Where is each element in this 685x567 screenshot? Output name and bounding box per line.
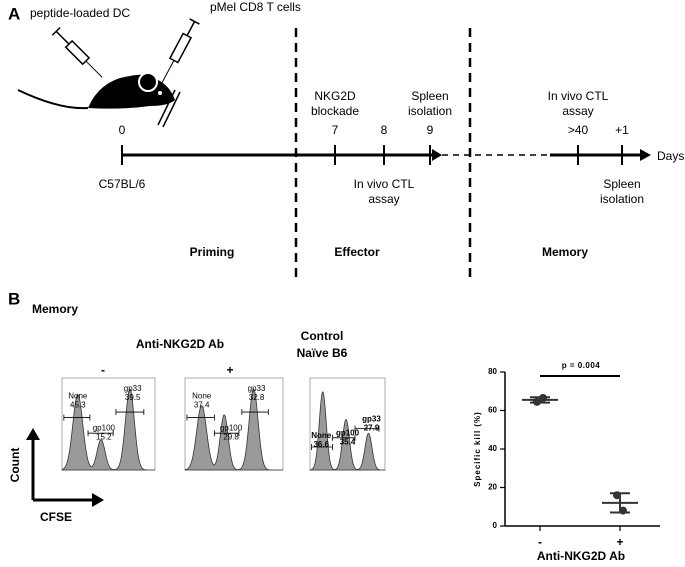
y-tick-label: 40	[488, 444, 497, 453]
gate-value: 36.6	[313, 440, 329, 449]
strain-label: C57BL/6	[99, 177, 146, 191]
control-header: Naïve B6	[297, 346, 348, 360]
event-label: isolation	[600, 192, 644, 206]
event-label: In vivo CTL	[548, 89, 609, 103]
timeline-tick-label: 9	[427, 123, 434, 137]
gate-name: gp33	[248, 384, 266, 393]
event-label: Spleen	[603, 177, 640, 191]
treatment-level: +	[226, 363, 233, 377]
timeline-tick-label: >40	[568, 123, 589, 137]
gate-value: 15.2	[96, 433, 112, 442]
arrow-head	[26, 428, 40, 440]
arrow-head	[92, 493, 104, 507]
gate-value: 39.5	[125, 393, 141, 402]
histogram-peaks	[309, 391, 386, 471]
y-tick-label: 20	[488, 483, 497, 492]
event-label: In vivo CTL	[354, 177, 415, 191]
y-tick-label: 0	[493, 521, 498, 530]
treatment-level: -	[101, 363, 105, 377]
mouse-illustration	[17, 18, 200, 128]
gate-value: 35.4	[340, 437, 356, 446]
event-label: isolation	[408, 104, 452, 118]
gate-name: None	[68, 392, 88, 401]
timeline-tick-label: 0	[119, 123, 126, 137]
injection-label: pMel CD8 T cells	[210, 0, 301, 14]
event-label: assay	[368, 192, 399, 206]
injection-label: peptide-loaded DC	[30, 6, 130, 20]
histogram-peaks	[61, 388, 155, 471]
control-header: Control	[301, 329, 344, 343]
gate-value: 27.9	[364, 424, 380, 433]
gate-name: gp33	[362, 415, 381, 424]
gate-name: gp100	[336, 428, 360, 437]
phase-label: Effector	[334, 245, 380, 259]
x-axis-label: Anti-NKG2D Ab	[537, 549, 625, 563]
gate-name: None	[192, 392, 212, 401]
timeline-unit: Days	[657, 149, 684, 163]
y-tick-label: 60	[488, 406, 497, 415]
event-label: assay	[562, 104, 593, 118]
y-tick-label: 80	[488, 367, 497, 376]
phase-label: Memory	[542, 245, 588, 259]
axis-label: CFSE	[40, 510, 72, 524]
gate-value: 45.3	[70, 401, 86, 410]
x-tick-label: -	[538, 535, 542, 549]
treatment-header: Anti-NKG2D Ab	[136, 337, 224, 351]
phase-label: Priming	[190, 245, 235, 259]
axis-label: Count	[8, 448, 22, 483]
histogram-peaks	[184, 388, 283, 471]
gate-name: gp100	[93, 424, 116, 433]
timeline-tick-label: +1	[615, 123, 629, 137]
arrow-head	[432, 149, 442, 161]
x-tick-label: +	[616, 535, 623, 549]
timeline-tick-label: 7	[332, 123, 339, 137]
y-axis-label: Specific kill (%)	[473, 411, 482, 487]
significance-label: p = 0.004	[562, 361, 601, 370]
event-label: NKG2D	[314, 89, 356, 103]
gate-name: gp33	[124, 384, 142, 393]
gate-name: None	[311, 431, 332, 440]
timeline-tick-label: 8	[381, 123, 388, 137]
panel-subtitle: Memory	[32, 302, 78, 316]
event-label: Spleen	[411, 89, 448, 103]
gate-name: gp100	[220, 424, 243, 433]
panel-label: B	[8, 289, 20, 308]
event-label: blockade	[311, 104, 359, 118]
arrow-head	[640, 149, 651, 161]
gate-value: 29.8	[223, 433, 239, 442]
gate-value: 37.4	[194, 401, 210, 410]
gate-value: 32.8	[249, 393, 265, 402]
panel-label: A	[8, 4, 20, 23]
